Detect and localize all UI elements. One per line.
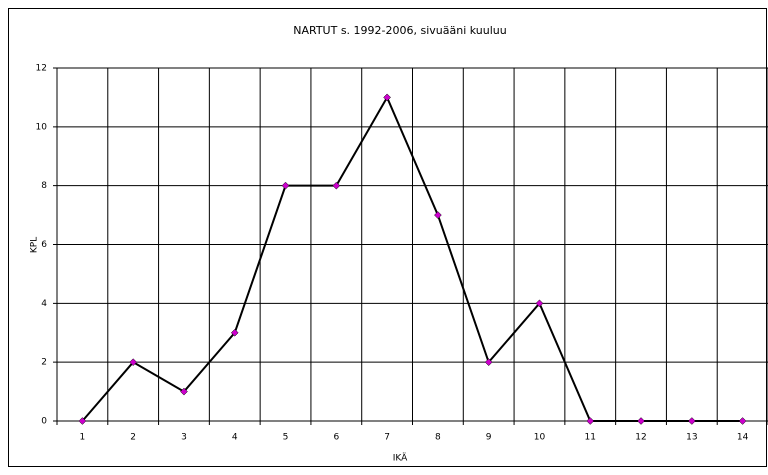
x-tick-label: 1 xyxy=(80,433,86,443)
y-tick-label: 12 xyxy=(36,64,47,74)
x-tick-label: 7 xyxy=(384,433,390,443)
x-tick-label: 6 xyxy=(333,433,339,443)
y-tick-label: 6 xyxy=(41,240,47,250)
y-tick-label: 8 xyxy=(41,181,47,191)
x-tick-label: 8 xyxy=(435,433,441,443)
data-point xyxy=(332,181,341,190)
data-point xyxy=(383,93,391,102)
data-point xyxy=(230,328,239,337)
y-tick-label: 4 xyxy=(41,299,47,309)
data-point xyxy=(687,417,696,425)
x-tick-label: 9 xyxy=(486,433,492,443)
chart-title: NARTUT s. 1992-2006, sivuääni kuuluu xyxy=(293,24,507,37)
data-point xyxy=(180,387,188,396)
data-line xyxy=(81,95,743,422)
data-point xyxy=(535,299,544,308)
data-point xyxy=(281,181,290,190)
x-tick-label: 12 xyxy=(635,433,646,443)
x-tick-label: 10 xyxy=(534,433,546,443)
x-tick-label: 14 xyxy=(737,433,749,443)
data-point xyxy=(484,358,493,367)
x-tick-label: 5 xyxy=(283,433,289,443)
data-point xyxy=(78,417,87,425)
data-point xyxy=(637,417,645,425)
y-tick-label: 2 xyxy=(41,358,47,368)
data-point xyxy=(738,417,747,425)
data-point xyxy=(434,211,442,219)
data-point xyxy=(129,358,138,367)
y-tick-label: 10 xyxy=(36,122,48,132)
y-axis-label: KPL xyxy=(30,237,40,253)
x-axis-label: IKÄ xyxy=(393,453,408,464)
x-tick-label: 4 xyxy=(232,433,238,443)
data-point xyxy=(586,417,595,425)
x-tick-label: 2 xyxy=(130,433,136,443)
x-tick-label: 11 xyxy=(585,433,596,443)
x-tick-label: 3 xyxy=(181,433,187,443)
y-tick-label: 0 xyxy=(41,417,47,427)
x-tick-label: 13 xyxy=(686,433,697,443)
chart-border xyxy=(8,8,767,467)
